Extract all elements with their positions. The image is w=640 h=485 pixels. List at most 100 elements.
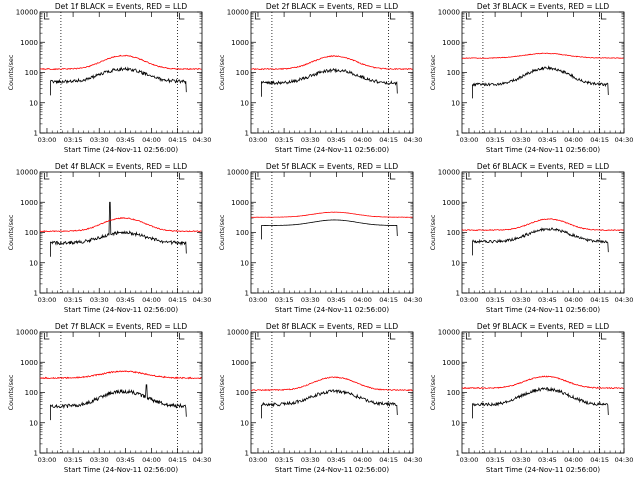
y-tick-label: 100 <box>236 69 249 77</box>
y-tick-label: 10000 <box>227 169 249 177</box>
events-series-line <box>472 386 609 419</box>
y-axis-label: Counts/sec <box>7 374 15 410</box>
x-tick-label: 03:45 <box>116 136 135 144</box>
y-tick-label: 100 <box>447 389 460 397</box>
y-tick-label: 100 <box>25 69 38 77</box>
y-tick-label: 10 <box>29 259 38 267</box>
x-tick-label: 03:00 <box>460 296 479 304</box>
x-axis-label: Start Time (24-Nov-11 02:56:00) <box>64 146 178 154</box>
x-axis-label: Start Time (24-Nov-11 02:56:00) <box>64 466 178 474</box>
x-tick-label: 04:00 <box>353 136 372 144</box>
lld-series-line <box>250 55 413 71</box>
x-tick-label: 03:00 <box>249 456 268 464</box>
y-tick-label: 1 <box>245 290 249 298</box>
x-tick-label: 03:15 <box>275 136 294 144</box>
x-tick-label: 04:30 <box>615 456 634 464</box>
interval-marker <box>389 333 396 340</box>
x-tick-label: 03:45 <box>538 296 557 304</box>
y-axis-label: Counts/sec <box>429 214 437 250</box>
x-tick-label: 04:30 <box>615 136 634 144</box>
x-tick-label: 03:30 <box>301 456 320 464</box>
y-tick-label: 100 <box>447 229 460 237</box>
y-tick-label: 1000 <box>20 199 38 207</box>
y-axis-label: Counts/sec <box>429 374 437 410</box>
x-tick-label: 03:30 <box>301 296 320 304</box>
y-tick-label: 10 <box>240 99 249 107</box>
x-tick-label: 03:30 <box>90 456 109 464</box>
x-tick-label: 04:30 <box>193 456 212 464</box>
interval-marker <box>178 13 185 20</box>
interval-marker <box>254 333 261 340</box>
y-tick-label: 100 <box>236 389 249 397</box>
x-tick-label: 03:45 <box>116 456 135 464</box>
y-tick-label: 10000 <box>16 9 38 17</box>
interval-marker <box>178 173 185 180</box>
interval-marker <box>465 333 472 340</box>
panel-title: Det 8f BLACK = Events, RED = LLD <box>266 322 399 331</box>
y-tick-label: 1 <box>456 130 460 138</box>
x-tick-label: 04:00 <box>564 296 583 304</box>
x-axis-label: Start Time (24-Nov-11 02:56:00) <box>275 146 389 154</box>
panel-det-6: Det 6f BLACK = Events, RED = LLD Counts/s… <box>429 162 633 314</box>
y-tick-label: 100 <box>236 229 249 237</box>
y-tick-label: 10 <box>451 259 460 267</box>
panel-title: Det 1f BLACK = Events, RED = LLD <box>55 2 188 11</box>
x-tick-label: 03:30 <box>90 296 109 304</box>
x-axis-label: Start Time (24-Nov-11 02:56:00) <box>486 466 600 474</box>
x-tick-label: 04:15 <box>168 296 187 304</box>
panel-det-9: Det 9f BLACK = Events, RED = LLD Counts/s… <box>429 322 633 474</box>
events-series-line <box>472 65 609 99</box>
panel-title: Det 4f BLACK = Events, RED = LLD <box>55 162 188 171</box>
interval-marker <box>600 173 607 180</box>
y-axis-label: Counts/sec <box>218 374 226 410</box>
y-tick-label: 10000 <box>16 329 38 337</box>
y-tick-label: 1000 <box>231 39 249 47</box>
x-tick-label: 04:00 <box>353 296 372 304</box>
y-axis-label: Counts/sec <box>429 54 437 90</box>
x-tick-label: 04:00 <box>142 456 161 464</box>
x-tick-label: 03:15 <box>275 456 294 464</box>
x-tick-label: 03:45 <box>538 136 557 144</box>
x-tick-label: 03:45 <box>116 296 135 304</box>
y-tick-label: 10 <box>29 419 38 427</box>
x-tick-label: 04:30 <box>193 136 212 144</box>
y-tick-label: 10000 <box>438 169 460 177</box>
y-tick-label: 10000 <box>438 329 460 337</box>
panel-title: Det 3f BLACK = Events, RED = LLD <box>477 2 610 11</box>
interval-marker <box>43 13 50 20</box>
y-tick-label: 10000 <box>438 9 460 17</box>
panel-det-2: Det 2f BLACK = Events, RED = LLD Counts/s… <box>218 2 422 154</box>
panel-title: Det 2f BLACK = Events, RED = LLD <box>266 2 399 11</box>
x-tick-label: 04:00 <box>142 296 161 304</box>
events-series-line <box>261 389 398 419</box>
panel-det-4: Det 4f BLACK = Events, RED = LLD Counts/s… <box>7 162 211 314</box>
x-tick-label: 04:15 <box>590 296 609 304</box>
x-tick-label: 03:45 <box>327 296 346 304</box>
x-tick-label: 03:15 <box>486 456 505 464</box>
y-tick-label: 10000 <box>227 9 249 17</box>
y-tick-label: 1000 <box>20 359 38 367</box>
events-series-line <box>472 227 609 256</box>
x-tick-label: 03:00 <box>38 136 57 144</box>
interval-marker <box>254 173 261 180</box>
y-tick-label: 1 <box>456 450 460 458</box>
x-axis-label: Start Time (24-Nov-11 02:56:00) <box>275 466 389 474</box>
y-axis-label: Counts/sec <box>7 214 15 250</box>
y-axis-label: Counts/sec <box>218 54 226 90</box>
lld-series-line <box>250 376 413 392</box>
events-series-line <box>50 384 187 421</box>
y-tick-label: 100 <box>25 229 38 237</box>
lld-series-line <box>461 52 624 59</box>
interval-marker <box>600 333 607 340</box>
interval-marker <box>254 13 261 20</box>
y-tick-label: 1000 <box>231 359 249 367</box>
y-tick-label: 100 <box>447 69 460 77</box>
y-tick-label: 10000 <box>227 329 249 337</box>
y-tick-label: 1000 <box>442 199 460 207</box>
events-series-line <box>50 201 187 257</box>
x-tick-label: 03:30 <box>512 136 531 144</box>
panel-det-1: Det 1f BLACK = Events, RED = LLD Counts/s… <box>7 2 211 154</box>
y-tick-label: 10000 <box>16 169 38 177</box>
x-tick-label: 04:30 <box>404 456 423 464</box>
y-tick-label: 1 <box>245 450 249 458</box>
